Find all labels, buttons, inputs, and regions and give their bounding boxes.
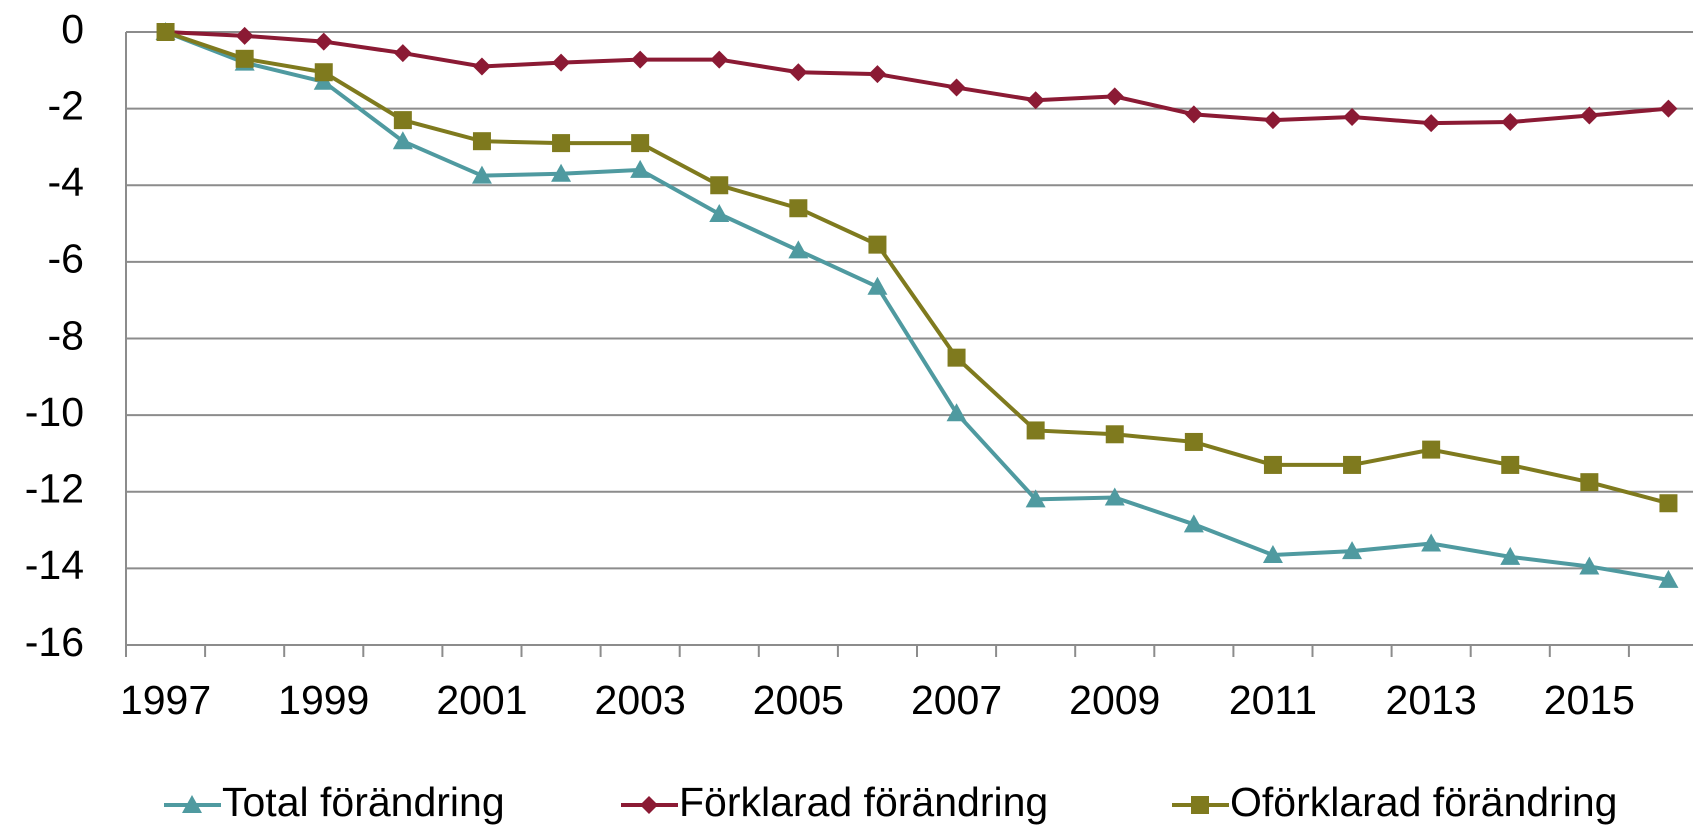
data-point [1501,455,1520,474]
data-point [1580,473,1599,492]
data-point [1658,569,1679,588]
data-point [1105,425,1124,444]
data-point [393,111,412,130]
legend-label: Total förändring [222,779,505,825]
data-point [472,57,491,76]
x-tick-label: 2009 [1069,677,1160,723]
y-tick-label: -16 [25,619,84,665]
legend-label: Oförklarad förändring [1230,779,1617,825]
data-point [1501,113,1520,132]
series-line [165,30,1669,126]
data-point [1263,455,1282,474]
y-tick-label: -12 [25,466,84,512]
legend-label: Förklarad förändring [679,779,1048,825]
y-tick-label: -14 [25,542,84,588]
data-point [314,63,333,82]
data-point [867,276,888,295]
data-point [393,44,412,63]
data-point [472,132,491,151]
data-point [1026,91,1045,110]
data-point [1342,541,1363,560]
data-point [1184,105,1203,124]
data-point [235,26,254,45]
data-point [631,50,650,69]
data-point [947,348,966,367]
x-tick-label: 2013 [1386,677,1477,723]
y-tick-label: -4 [48,159,84,205]
data-point [1580,106,1599,125]
data-point [630,159,651,178]
data-point [1183,514,1204,533]
data-point [1343,455,1362,474]
y-tick-label: -6 [48,236,84,282]
data-point [1659,494,1678,513]
data-point [551,163,572,182]
data-point [788,240,809,259]
series-line [164,30,1669,506]
x-tick-label: 1999 [278,677,369,723]
data-point [1422,440,1441,459]
y-tick-label: -10 [25,389,84,435]
x-tick-label: 2011 [1229,677,1317,723]
data-point [1579,556,1600,575]
data-point [235,49,254,68]
y-tick-label: -2 [48,82,84,128]
data-point [789,199,808,218]
data-point [1263,111,1282,130]
data-point [710,50,729,69]
data-point [1184,432,1203,451]
data-point [709,203,730,222]
legend-marker [182,795,202,813]
x-tick-label: 2001 [436,677,527,723]
data-point [552,53,571,72]
x-tick-label: 2007 [911,677,1002,723]
data-point [1659,99,1678,118]
data-point [552,134,571,153]
data-point [1025,489,1046,508]
data-point [1343,108,1362,127]
x-tick-label: 2015 [1544,677,1635,723]
data-point [947,78,966,97]
data-point [1421,533,1442,552]
x-tick-label: 1997 [120,677,211,723]
y-tick-label: -8 [48,312,84,358]
data-point [156,23,175,41]
data-point [392,131,413,150]
data-point [314,32,333,51]
data-point [1105,87,1124,106]
y-tick-label: 0 [61,6,84,52]
x-tick-label: 2005 [753,677,844,723]
data-point [1262,544,1283,563]
data-point [1104,487,1125,506]
data-point [868,65,887,84]
data-point [471,165,492,184]
data-point [946,403,967,422]
data-point [1422,114,1441,133]
data-point [789,63,808,82]
data-point [1026,421,1045,440]
legend-marker [1191,796,1209,814]
series-line [164,30,1669,582]
data-point [631,134,650,153]
legend-marker [640,796,658,814]
data-point [710,176,729,195]
data-point [868,235,887,254]
x-tick-label: 2003 [595,677,686,723]
data-point [1500,546,1521,565]
